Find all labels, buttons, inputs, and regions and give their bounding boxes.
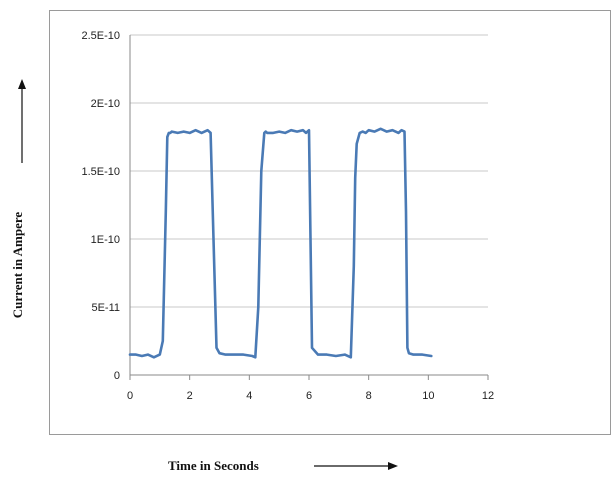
series-line	[128, 127, 433, 359]
y-axis-arrow-head	[18, 79, 26, 89]
y-axis-title: Current in Ampere	[10, 79, 26, 319]
y-tick-labels: 0 5E-11 1E-10 1.5E-10 2E-10 2.5E-10	[81, 30, 120, 382]
axes	[129, 35, 489, 380]
x-tick-label: 4	[246, 390, 252, 402]
x-tick-label: 0	[127, 390, 133, 402]
x-axis-arrow-head	[388, 462, 398, 470]
chart-area: 0 5E-11 1E-10 1.5E-10 2E-10 2.5E-10 0 2 4 6 8 10 12	[49, 10, 611, 435]
series-layer	[128, 127, 433, 359]
y-tick-label: 1.5E-10	[81, 166, 120, 178]
x-tick-label: 2	[187, 390, 193, 402]
x-tick-label: 6	[306, 390, 312, 402]
y-tick-label: 1E-10	[91, 234, 120, 246]
x-axis-label: Time in Seconds	[168, 458, 259, 473]
y-tick-label: 0	[114, 370, 120, 382]
x-tick-label: 10	[422, 390, 434, 402]
y-tick-label: 2.5E-10	[81, 30, 120, 42]
x-tick-label: 12	[482, 390, 494, 402]
y-tick-label: 5E-11	[91, 302, 120, 314]
y-tick-label: 2E-10	[91, 98, 120, 110]
x-axis-title: Time in Seconds	[168, 458, 398, 473]
x-tick-label: 8	[366, 390, 372, 402]
x-tick-labels: 0 2 4 6 8 10 12	[127, 390, 494, 402]
plot-canvas: 0 5E-11 1E-10 1.5E-10 2E-10 2.5E-10 0 2 4 6 8 10 12	[81, 30, 494, 402]
y-axis-label: Current in Ampere	[10, 212, 25, 319]
